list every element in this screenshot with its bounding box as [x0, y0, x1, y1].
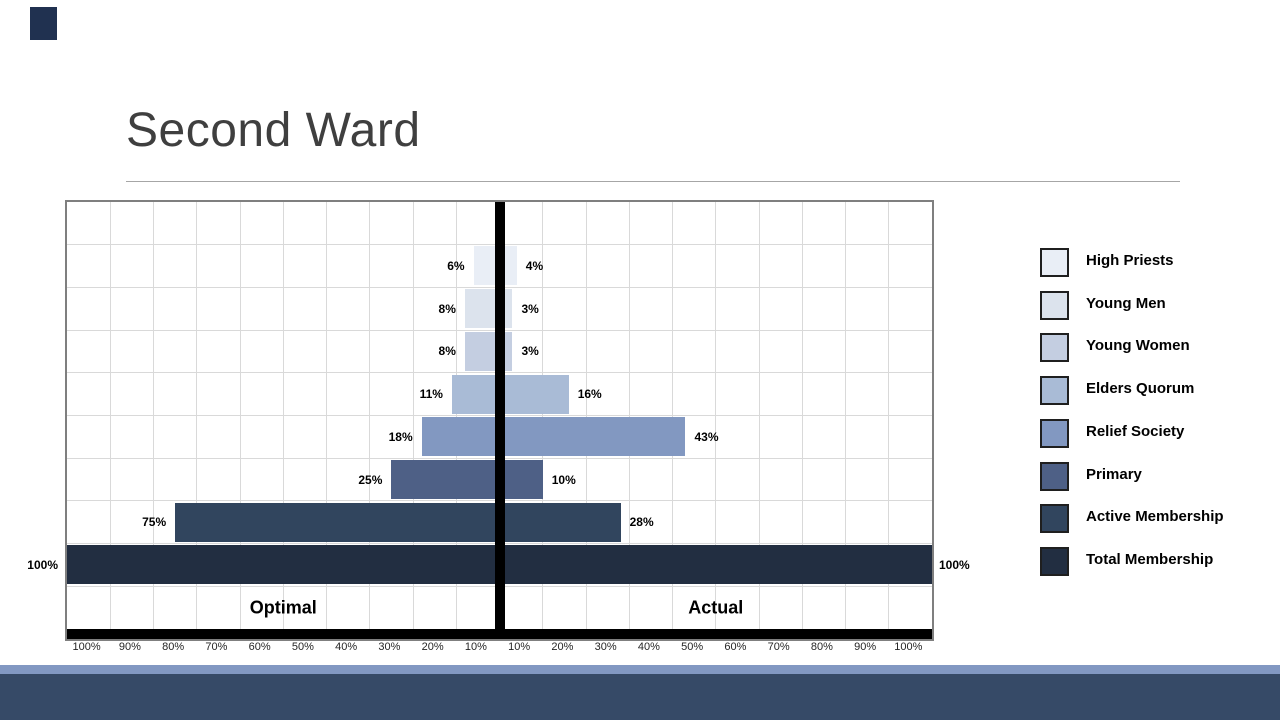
value-label-optimal-0: 6%	[447, 259, 465, 274]
value-label-actual-2: 3%	[521, 344, 539, 359]
legend-swatch	[1040, 376, 1069, 406]
legend-swatch	[1040, 418, 1069, 448]
x-axis-tick: 50%	[681, 641, 704, 653]
x-axis-tick: 80%	[810, 641, 833, 653]
x-axis-tick: 90%	[854, 641, 877, 653]
gridline-vertical	[888, 202, 890, 639]
bar-optimal-5	[391, 459, 500, 499]
gridline-vertical	[412, 202, 414, 639]
x-axis-tick: 40%	[637, 641, 660, 653]
gridline-vertical	[845, 202, 846, 639]
gridline-vertical	[239, 202, 241, 639]
center-divider-line	[494, 202, 505, 639]
x-axis-tick: 20%	[421, 641, 444, 653]
legend-label: Elders Quorum	[1086, 380, 1195, 398]
value-label-optimal-5: 25%	[358, 472, 383, 487]
value-label-actual-4: 43%	[694, 429, 719, 444]
gridline-vertical	[153, 202, 154, 639]
footer-accent-strip	[0, 665, 1280, 674]
legend-label: Primary	[1086, 465, 1142, 483]
side-label-actual: Actual	[688, 597, 744, 618]
value-label-actual-6: 28%	[629, 515, 654, 530]
bar-actual-3	[499, 374, 569, 414]
gridline-vertical	[109, 202, 111, 639]
slide-title: Second Ward	[126, 104, 421, 157]
legend-label: Young Men	[1086, 294, 1166, 312]
gridline-vertical	[369, 202, 371, 639]
gridline-vertical	[326, 202, 327, 639]
value-label-optimal-3: 11%	[419, 387, 443, 402]
value-label-optimal-6: 75%	[142, 515, 167, 530]
value-label-actual-5: 10%	[551, 472, 576, 487]
bar-optimal-2	[464, 331, 500, 371]
gridline-vertical	[715, 202, 717, 639]
x-axis-tick: 60%	[248, 641, 271, 653]
bar-actual-6	[499, 502, 621, 542]
bar-optimal-1	[464, 289, 500, 329]
bar-optimal-4	[421, 417, 500, 457]
x-axis-tick: 100%	[72, 641, 101, 653]
legend-swatch	[1040, 333, 1069, 363]
value-label-actual-1: 3%	[521, 301, 539, 316]
legend-swatch	[1040, 248, 1069, 277]
value-label-optimal-1: 8%	[438, 301, 456, 316]
x-axis-tick: 90%	[118, 641, 141, 653]
value-label-optimal-4: 18%	[388, 429, 413, 444]
x-axis-tick: 10%	[464, 641, 487, 653]
side-label-optimal: Optimal	[249, 597, 317, 618]
legend-swatch	[1040, 546, 1069, 576]
bar-actual-5	[499, 459, 543, 499]
bar-optimal-6	[175, 502, 500, 542]
value-label-actual-0: 4%	[525, 259, 544, 274]
x-axis-tick: 70%	[767, 641, 790, 653]
legend-label: Relief Society	[1086, 422, 1185, 440]
legend-swatch	[1040, 504, 1069, 534]
x-axis-tick-labels: 100% 90% 80% 70% 60% 50% 40% 30% 20% 10% 10% 20% 30%…	[65, 641, 934, 657]
x-axis-tick: 30%	[378, 641, 401, 653]
bar-optimal-3	[451, 374, 500, 414]
x-axis-tick: 80%	[162, 641, 185, 653]
legend-swatch	[1040, 290, 1069, 320]
corner-accent-tab	[30, 7, 57, 40]
x-axis-tick: 40%	[335, 641, 358, 653]
value-label-optimal-2: 8%	[438, 344, 456, 359]
legend-swatch	[1040, 461, 1069, 491]
x-axis-tick: 100%	[894, 641, 923, 653]
chart-plot-area: 6% 4% 8% 3% 8% 3% 11% 16% 18% 43% 25% 10% 75% 28% 100%…	[27, 200, 970, 641]
gridline-vertical	[282, 202, 284, 639]
value-label-actual-3: 16%	[577, 387, 602, 402]
title-underline	[126, 181, 1180, 182]
footer-band	[0, 674, 1280, 720]
x-axis-tick: 20%	[551, 641, 574, 653]
gridline-vertical	[196, 202, 198, 639]
x-axis-tick: 70%	[205, 641, 228, 653]
x-axis-tick: 50%	[291, 641, 314, 653]
x-axis-tick: 30%	[594, 641, 617, 653]
value-label-actual-7: 100%	[939, 557, 970, 572]
bar-actual-4	[499, 417, 686, 457]
value-label-optimal-7: 100%	[27, 557, 58, 572]
bar-actual-7	[499, 545, 932, 585]
legend-label: Young Women	[1086, 337, 1190, 355]
legend-label: High Priests	[1086, 252, 1174, 269]
legend-label: Active Membership	[1086, 508, 1224, 526]
gridline-vertical	[758, 202, 760, 639]
bar-optimal-7	[67, 545, 500, 585]
x-axis-tick: 60%	[724, 641, 747, 653]
x-axis-tick: 10%	[508, 641, 531, 653]
legend-label: Total Membership	[1086, 550, 1214, 568]
gridline-vertical	[801, 202, 803, 639]
